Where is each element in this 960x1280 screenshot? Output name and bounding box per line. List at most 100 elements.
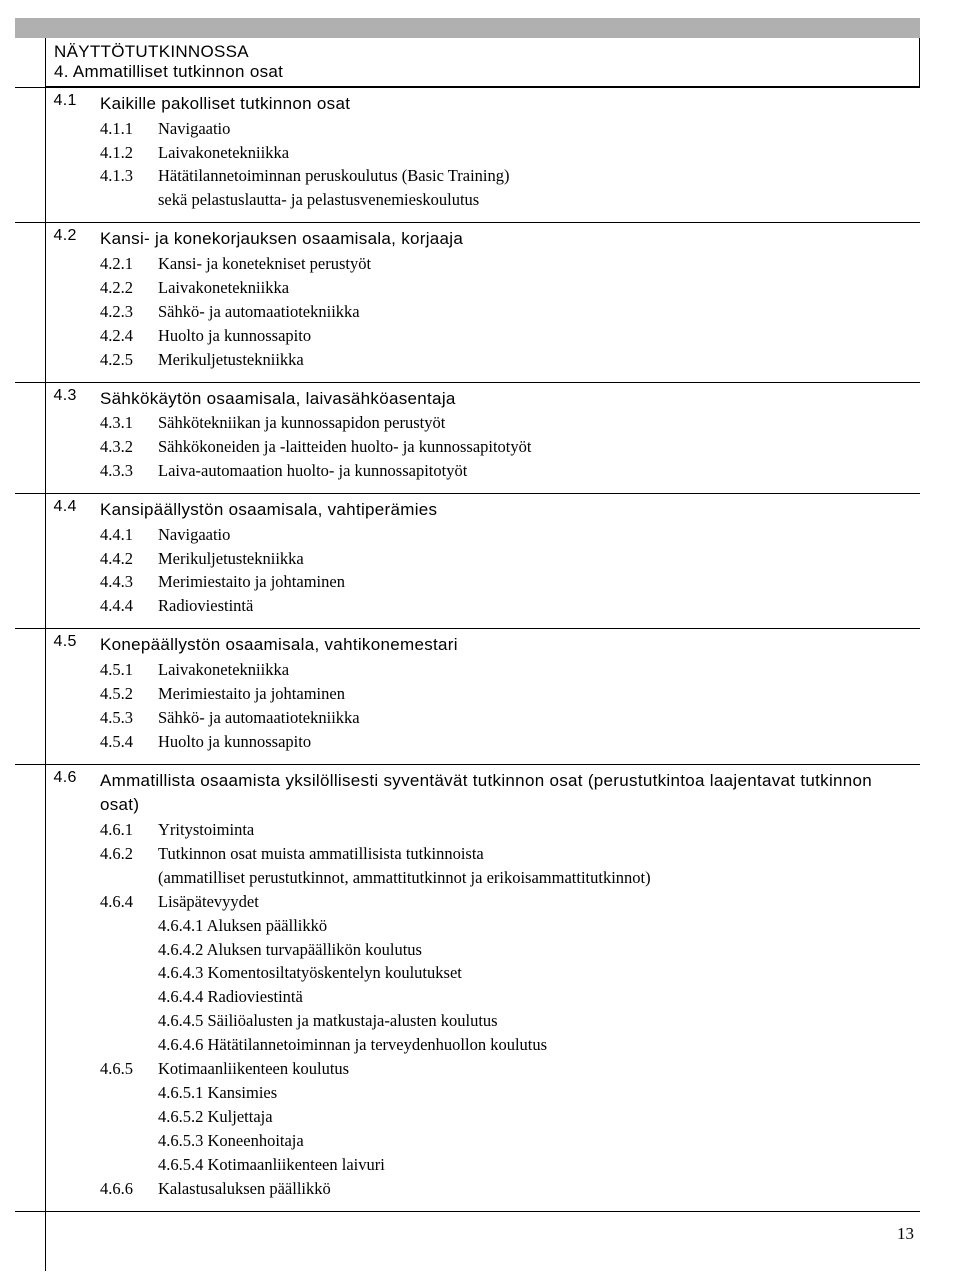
toc-sub-item: 4.6.4.1 Aluksen päällikkö bbox=[158, 914, 916, 938]
sub-item-text: Huolto ja kunnossapito bbox=[158, 324, 311, 348]
sub-item-number: 4.4.1 bbox=[100, 523, 158, 547]
section-number: 4.4 bbox=[45, 493, 100, 628]
toc-sub-item: 4.4.1Navigaatio bbox=[100, 523, 916, 547]
section-title: Ammatillista osaamista yksilöllisesti sy… bbox=[100, 769, 916, 818]
toc-sub-item: 4.4.4Radioviestintä bbox=[100, 594, 916, 618]
toc-section-row: 4.5Konepäällystön osaamisala, vahtikonem… bbox=[15, 629, 920, 764]
section-title: Konepäällystön osaamisala, vahtikonemest… bbox=[100, 633, 916, 658]
sub-item-number: 4.3.1 bbox=[100, 411, 158, 435]
toc-sub-item: 4.3.2Sähkökoneiden ja -laitteiden huolto… bbox=[100, 435, 916, 459]
section-content: Kansi- ja konekorjauksen osaamisala, kor… bbox=[100, 223, 920, 382]
toc-sub-item: 4.6.4.6 Hätätilannetoiminnan ja terveyde… bbox=[158, 1033, 916, 1057]
sub-item-number: 4.5.3 bbox=[100, 706, 158, 730]
toc-sub-item: 4.6.4Lisäpätevyydet bbox=[100, 890, 916, 914]
sub-item-text: Sähkökoneiden ja -laitteiden huolto- ja … bbox=[158, 435, 531, 459]
sub-item-text: Merikuljetustekniikka bbox=[158, 547, 304, 571]
sub-item-number: 4.2.1 bbox=[100, 252, 158, 276]
toc-sub-item: 4.4.3Merimiestaito ja johtaminen bbox=[100, 570, 916, 594]
toc-sub-item: 4.6.4.2 Aluksen turvapäällikön koulutus bbox=[158, 938, 916, 962]
sub-item-text: Tutkinnon osat muista ammatillisista tut… bbox=[158, 842, 484, 866]
toc-sub-item: 4.1.3Hätätilannetoiminnan peruskoulutus … bbox=[100, 164, 916, 188]
sub-item-number: 4.6.1 bbox=[100, 818, 158, 842]
toc-sub-item: 4.5.2Merimiestaito ja johtaminen bbox=[100, 682, 916, 706]
end-spacer-left bbox=[15, 1211, 45, 1271]
toc-sub-item: 4.6.5.1 Kansimies bbox=[158, 1081, 916, 1105]
sub-item-text: Laivakonetekniikka bbox=[158, 658, 289, 682]
row-left-spacer bbox=[15, 629, 45, 764]
toc-sub-item: 4.2.3Sähkö- ja automaatiotekniikka bbox=[100, 300, 916, 324]
sub-item-text: Merikuljetustekniikka bbox=[158, 348, 304, 372]
sub-item-text: Sähkötekniikan ja kunnossapidon perustyö… bbox=[158, 411, 445, 435]
sub-item-number: 4.5.2 bbox=[100, 682, 158, 706]
section-content: Kaikille pakolliset tutkinnon osat4.1.1N… bbox=[100, 88, 920, 223]
toc-sub-item: 4.6.1Yritystoiminta bbox=[100, 818, 916, 842]
section-title: Kansipäällystön osaamisala, vahtiperämie… bbox=[100, 498, 916, 523]
toc-sub-item: 4.6.6Kalastusaluksen päällikkö bbox=[100, 1177, 916, 1201]
sub-item-number: 4.1.2 bbox=[100, 141, 158, 165]
row-left-spacer bbox=[15, 223, 45, 382]
toc-section-row: 4.4Kansipäällystön osaamisala, vahtiperä… bbox=[15, 493, 920, 628]
sub-item-text: Merimiestaito ja johtaminen bbox=[158, 570, 345, 594]
toc-sub-item: 4.2.4Huolto ja kunnossapito bbox=[100, 324, 916, 348]
toc-sub-item: 4.6.4.5 Säiliöalusten ja matkustaja-alus… bbox=[158, 1009, 916, 1033]
section-content: Kansipäällystön osaamisala, vahtiperämie… bbox=[100, 493, 920, 628]
toc-end-row bbox=[15, 1211, 920, 1271]
sub-item-number: 4.5.4 bbox=[100, 730, 158, 754]
toc-sub-item: 4.2.5Merikuljetustekniikka bbox=[100, 348, 916, 372]
sub-item-text: 4.6.5.2 Kuljettaja bbox=[158, 1105, 273, 1129]
sub-item-text: Kansi- ja konetekniset perustyöt bbox=[158, 252, 371, 276]
sub-item-text: Sähkö- ja automaatiotekniikka bbox=[158, 706, 360, 730]
sub-item-number: 4.5.1 bbox=[100, 658, 158, 682]
sub-item-number: 4.4.2 bbox=[100, 547, 158, 571]
toc-sub-item: 4.3.1Sähkötekniikan ja kunnossapidon per… bbox=[100, 411, 916, 435]
sub-item-text: Kalastusaluksen päällikkö bbox=[158, 1177, 331, 1201]
toc-sub-item: sekä pelastuslautta- ja pelastusvenemies… bbox=[100, 188, 916, 212]
toc-sub-item: 4.6.4.3 Komentosiltatyöskentelyn koulutu… bbox=[158, 961, 916, 985]
toc-sub-item: 4.2.2Laivakonetekniikka bbox=[100, 276, 916, 300]
sub-item-number: 4.3.3 bbox=[100, 459, 158, 483]
sub-item-text: Huolto ja kunnossapito bbox=[158, 730, 311, 754]
section-title: Kansi- ja konekorjauksen osaamisala, kor… bbox=[100, 227, 916, 252]
toc-sub-item: 4.5.1Laivakonetekniikka bbox=[100, 658, 916, 682]
row-left-spacer bbox=[15, 88, 45, 223]
sub-item-number: 4.6.4 bbox=[100, 890, 158, 914]
toc-section-row: 4.1Kaikille pakolliset tutkinnon osat4.1… bbox=[15, 88, 920, 223]
toc-sub-item: 4.6.5.2 Kuljettaja bbox=[158, 1105, 916, 1129]
sub-item-text: Lisäpätevyydet bbox=[158, 890, 259, 914]
row-left-spacer bbox=[15, 764, 45, 1211]
sub-item-text: Laivakonetekniikka bbox=[158, 276, 289, 300]
toc-sub-item: 4.1.2Laivakonetekniikka bbox=[100, 141, 916, 165]
sub-item-text: Merimiestaito ja johtaminen bbox=[158, 682, 345, 706]
sub-item-text: sekä pelastuslautta- ja pelastusvenemies… bbox=[158, 188, 479, 212]
section-number: 4.1 bbox=[45, 88, 100, 223]
row-left-spacer bbox=[15, 493, 45, 628]
section-number: 4.2 bbox=[45, 223, 100, 382]
sub-item-number: 4.2.5 bbox=[100, 348, 158, 372]
page-number: 13 bbox=[897, 1224, 914, 1244]
sub-item-text: Hätätilannetoiminnan peruskoulutus (Basi… bbox=[158, 164, 510, 188]
sub-item-number: 4.6.2 bbox=[100, 842, 158, 866]
sub-item-text: 4.6.5.1 Kansimies bbox=[158, 1081, 277, 1105]
sub-item-text: Laiva-automaation huolto- ja kunnossapit… bbox=[158, 459, 467, 483]
section-number: 4.5 bbox=[45, 629, 100, 764]
sub-item-text: 4.6.4.3 Komentosiltatyöskentelyn koulutu… bbox=[158, 961, 462, 985]
sub-item-number: 4.6.5 bbox=[100, 1057, 158, 1081]
header-grey-bar bbox=[15, 18, 920, 38]
toc-table: 4.1Kaikille pakolliset tutkinnon osat4.1… bbox=[15, 87, 920, 1271]
toc-sub-item: 4.2.1Kansi- ja konetekniset perustyöt bbox=[100, 252, 916, 276]
sub-item-text: 4.6.5.3 Koneenhoitaja bbox=[158, 1129, 304, 1153]
sub-item-number bbox=[100, 866, 158, 890]
sub-item-number: 4.1.3 bbox=[100, 164, 158, 188]
sub-item-number: 4.6.6 bbox=[100, 1177, 158, 1201]
toc-sub-item: 4.4.2Merikuljetustekniikka bbox=[100, 547, 916, 571]
title-line-1: NÄYTTÖTUTKINNOSSA bbox=[54, 42, 911, 62]
sub-item-text: 4.6.4.4 Radioviestintä bbox=[158, 985, 303, 1009]
section-number: 4.6 bbox=[45, 764, 100, 1211]
toc-sub-item: 4.5.4Huolto ja kunnossapito bbox=[100, 730, 916, 754]
toc-section-row: 4.6Ammatillista osaamista yksilöllisesti… bbox=[15, 764, 920, 1211]
toc-sub-item: 4.6.2Tutkinnon osat muista ammatillisist… bbox=[100, 842, 916, 866]
sub-item-text: 4.6.4.6 Hätätilannetoiminnan ja terveyde… bbox=[158, 1033, 547, 1057]
section-content: Sähkökäytön osaamisala, laivasähköasenta… bbox=[100, 382, 920, 493]
sub-item-number: 4.2.4 bbox=[100, 324, 158, 348]
sub-item-text: Sähkö- ja automaatiotekniikka bbox=[158, 300, 360, 324]
